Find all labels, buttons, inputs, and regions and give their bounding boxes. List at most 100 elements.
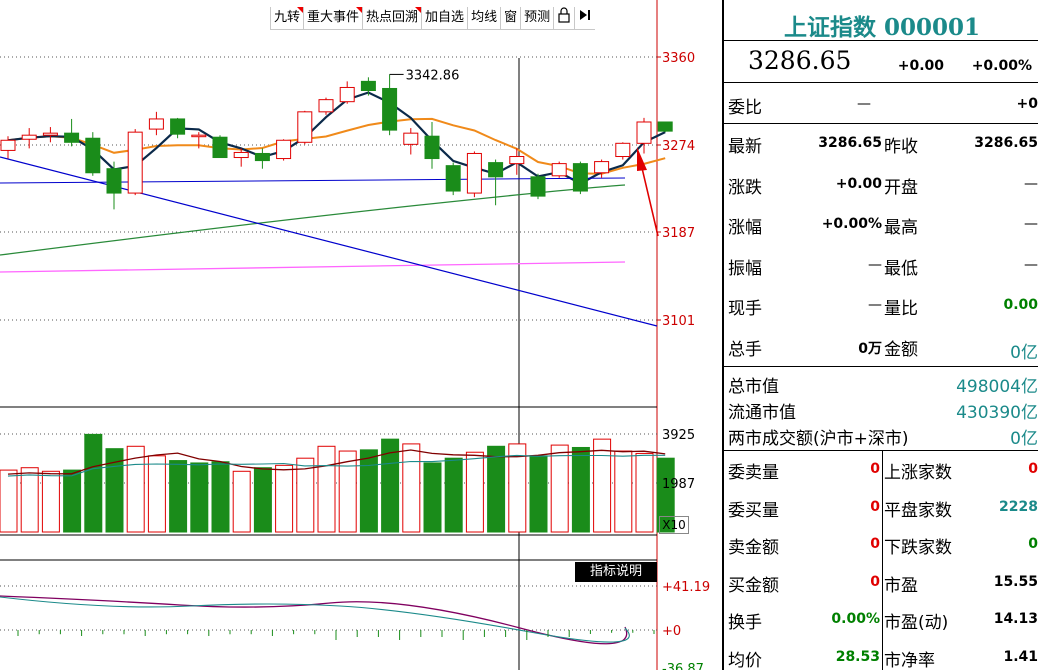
candle-body <box>382 87 398 131</box>
stat-value: 0 <box>1028 536 1038 552</box>
volume-bar <box>20 467 39 533</box>
candle-body <box>445 165 461 192</box>
price-axis-label: 3187 <box>662 226 695 241</box>
quote-row-value: 0.00 <box>1003 297 1038 313</box>
volume-bar <box>253 467 272 533</box>
candle-body <box>551 163 567 177</box>
lock-icon[interactable] <box>553 7 575 30</box>
stat-label: 上涨家数 <box>884 463 952 483</box>
volume-bar <box>359 449 378 533</box>
volume-bar <box>338 450 357 533</box>
webi-value: +0 <box>1016 96 1038 112</box>
candle-body <box>191 134 207 138</box>
new-indicator-icon <box>356 7 363 13</box>
candle-body <box>106 168 122 194</box>
candlesticks <box>0 74 673 210</box>
market-value: 0亿 <box>1010 429 1038 449</box>
market-label: 流通市值 <box>728 403 796 423</box>
quote-row-label: 开盘 <box>884 177 918 198</box>
candle-body <box>42 132 58 136</box>
candle-body <box>615 142 631 158</box>
candle-body <box>127 131 143 194</box>
candle-body <box>21 134 37 140</box>
candle-body <box>636 121 652 144</box>
kline-chart[interactable]: 3360 3274 3187 3101 3925 1987 +41.19 +0 -36.87 33… <box>0 0 722 670</box>
candle-body <box>297 111 313 143</box>
candle-body <box>509 156 525 165</box>
candle-body <box>403 132 419 145</box>
quote-row-value: — <box>868 297 882 313</box>
stat-value: 2228 <box>999 498 1038 515</box>
toolbar-hotspot-review[interactable]: 热点回溯 <box>362 7 422 30</box>
volume-ma-line <box>7 449 666 475</box>
volume-bar <box>529 455 548 533</box>
stat-value: 0 <box>870 461 880 477</box>
collapse-right-icon[interactable] <box>574 7 596 30</box>
market-label: 两市成交额(沪市+深市) <box>728 429 909 449</box>
volume-bar <box>84 433 103 533</box>
volume-bar <box>444 457 463 533</box>
volume-bar <box>317 445 336 533</box>
candle-body <box>148 118 164 130</box>
volume-bar <box>0 469 18 533</box>
indicator-axis-label: -36.87 <box>662 662 704 670</box>
toolbar-window[interactable]: 窗 <box>500 7 521 30</box>
stat-value: 0 <box>870 498 880 515</box>
quote-title: 上证指数 000001 <box>783 14 981 41</box>
volume-bar <box>190 462 209 533</box>
indicator-explain-button[interactable]: 指标说明 <box>575 562 657 582</box>
stat-value: 0 <box>870 573 880 590</box>
indicator-line-b <box>0 596 630 643</box>
stat-label: 下跌家数 <box>884 538 952 558</box>
quote-panel: 上证指数 000001 3286.65 +0.00 +0.00% 委比 — +0… <box>722 0 1038 671</box>
price-axis-label: 3274 <box>662 139 695 154</box>
market-label: 总市值 <box>728 377 779 397</box>
volume-bar <box>423 462 442 533</box>
candle-body <box>64 132 80 143</box>
quote-row-label: 最高 <box>884 218 918 238</box>
ma120-line <box>0 261 626 273</box>
peak-label: 3342.86 <box>406 68 460 83</box>
volume-axis-label: 3925 <box>662 428 695 443</box>
toolbar-jiuzhuan[interactable]: 九转 <box>270 7 304 30</box>
quote-row-label: 金额 <box>884 339 918 360</box>
quote-row-label: 量比 <box>884 299 918 319</box>
stat-value: 15.55 <box>993 573 1038 590</box>
candle-body <box>0 139 16 151</box>
quote-row-label: 涨跌 <box>728 177 762 198</box>
toolbar-moving-average[interactable]: 均线 <box>467 7 501 30</box>
quote-row-value: +0.00% <box>821 216 882 232</box>
volume-ma-line <box>7 454 666 477</box>
toolbar-forecast[interactable]: 预测 <box>520 7 554 30</box>
candle-body <box>488 162 504 178</box>
stat-label: 买金额 <box>728 575 779 596</box>
candle-body <box>233 151 249 159</box>
volume-bar <box>105 448 124 533</box>
indicator-axis-label: +0 <box>662 624 681 639</box>
quote-row-value: 3286.65 <box>974 135 1038 151</box>
quote-row-label: 最新 <box>728 137 762 157</box>
toolbar-major-events[interactable]: 重大事件 <box>303 7 363 30</box>
candle-body <box>254 152 270 162</box>
stat-label: 平盘家数 <box>884 500 952 521</box>
candle-body <box>657 121 673 132</box>
price-axis-label: 3101 <box>662 314 695 329</box>
volume-bar <box>487 445 506 533</box>
quote-row-value: — <box>1024 175 1038 192</box>
volume-bars <box>0 433 675 533</box>
price-axis-label: 3360 <box>662 51 695 66</box>
volume-bar <box>465 451 484 533</box>
volume-bar <box>232 470 251 533</box>
volume-bar <box>550 444 569 533</box>
toolbar-add-watchlist[interactable]: 加自选 <box>421 7 468 30</box>
volume-bar <box>656 457 675 533</box>
candle-body <box>466 152 482 194</box>
volume-axis-label: 1987 <box>662 477 695 492</box>
stat-label: 委卖量 <box>728 463 779 483</box>
volume-bar <box>571 446 590 533</box>
candle-body <box>212 136 228 159</box>
stat-value: 0.00% <box>831 611 880 627</box>
quote-row-value: 0亿 <box>1010 342 1038 363</box>
candle-body <box>594 161 610 174</box>
volume-bar <box>296 457 315 533</box>
